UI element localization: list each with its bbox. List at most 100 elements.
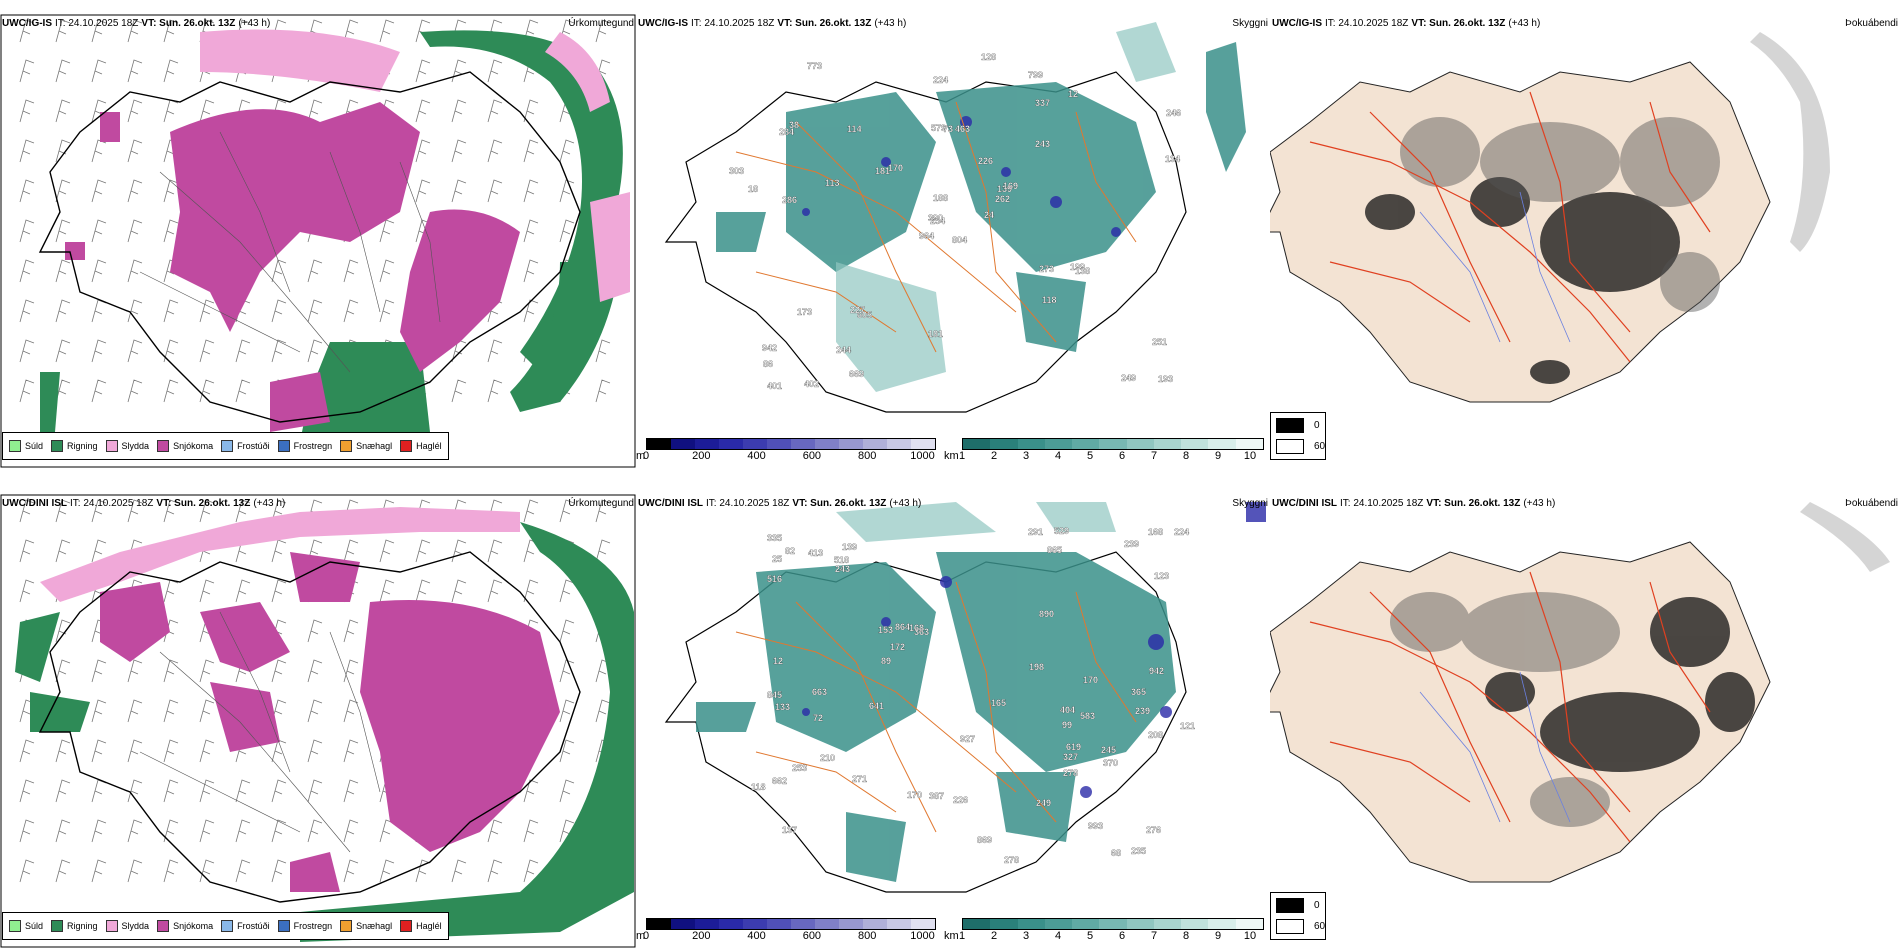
- fog-legend-swatch-bottom: [1276, 439, 1304, 454]
- cloud-base-value-label: 114: [847, 124, 862, 134]
- wind-barb: [451, 579, 467, 603]
- colorbar-bin: [911, 439, 935, 449]
- wind-barb: [163, 779, 179, 803]
- colorbar-tick-label: 0: [642, 450, 650, 462]
- wind-barb: [163, 59, 179, 83]
- wind-barb: [487, 179, 503, 203]
- precip-map-row2: [0, 494, 636, 948]
- colorbar-bin: [743, 919, 767, 929]
- cloud-base-value-label: 82: [785, 546, 795, 556]
- cloud-base-value-label: 390: [928, 213, 943, 223]
- colorbar-bin: [1099, 919, 1127, 929]
- colorbar-bin: [791, 439, 815, 449]
- colorbar-bin: [1208, 439, 1236, 449]
- wind-barb: [487, 579, 503, 603]
- colorbar-tick-label: 2: [990, 450, 998, 462]
- legend-swatch: [277, 440, 290, 452]
- cloud-base-value-label: 227: [850, 305, 865, 315]
- cloud-base-value-label: 365: [1131, 687, 1146, 697]
- cloud-base-value-label: 845: [767, 690, 782, 700]
- cloud-base-value-label: 226: [978, 156, 993, 166]
- legend-label: Frostúði: [237, 921, 270, 931]
- legend-swatch: [221, 920, 234, 932]
- cloud-base-value-label: 641: [869, 701, 884, 711]
- colorbar-tick-label: 200: [692, 450, 711, 462]
- wind-barb: [487, 539, 503, 563]
- legend-item: Haglél: [400, 920, 442, 932]
- cloud-base-value-label: 335: [767, 533, 782, 543]
- wind-barb: [523, 819, 539, 843]
- wind-barb: [19, 379, 35, 403]
- wind-barb: [415, 179, 431, 203]
- wind-barb: [199, 499, 215, 523]
- cloud-base-value-label: 168: [1148, 527, 1163, 537]
- colorbar-bin: [839, 919, 863, 929]
- cloud-base-value-label: 170: [907, 790, 922, 800]
- wind-barb: [307, 659, 323, 683]
- legend-item: Frostúði: [221, 920, 270, 932]
- cloud-base-value-label: 193: [1158, 374, 1173, 384]
- wind-barb: [523, 779, 539, 803]
- wind-barb: [487, 339, 503, 363]
- wind-barb: [19, 219, 35, 243]
- colorbar-bin: [1181, 439, 1209, 449]
- legend-label: Haglél: [416, 441, 442, 451]
- valid-time: VT: Sun. 26.okt. 13Z: [792, 497, 887, 509]
- cloud-base-value-label: 579: [931, 123, 946, 133]
- wind-barb: [199, 299, 215, 323]
- cloud-base-value-label: 246: [1166, 108, 1181, 118]
- wind-barb: [127, 339, 143, 363]
- wind-barb: [55, 619, 71, 643]
- wind-barb: [343, 859, 359, 883]
- legend-item: Snæhagl: [340, 920, 392, 932]
- legend-item: Frostregn: [277, 920, 332, 932]
- legend-swatch: [340, 440, 353, 452]
- wind-barb: [415, 539, 431, 563]
- legend-item: Slydda: [105, 920, 149, 932]
- cloud-base-value-label: 134: [1165, 154, 1180, 164]
- wind-barb: [595, 19, 611, 43]
- wind-barb: [523, 259, 539, 283]
- wind-barb: [523, 219, 539, 243]
- model-name: UWC/DINI ISL: [1272, 497, 1337, 509]
- legend-item: Rigning: [51, 440, 98, 452]
- wind-barb: [343, 619, 359, 643]
- init-time: IT: 24.10.2025 18Z: [55, 17, 139, 29]
- fog-legend-top-label: 0: [1314, 420, 1320, 431]
- wind-barb: [379, 859, 395, 883]
- cloud-base-value-label: 402: [804, 379, 819, 389]
- wind-barb: [487, 139, 503, 163]
- wind-barb: [595, 539, 611, 563]
- wind-barb: [343, 299, 359, 323]
- wind-barb: [19, 299, 35, 323]
- wind-barb: [451, 99, 467, 123]
- wind-barb: [19, 859, 35, 883]
- colorbar-bin: [839, 439, 863, 449]
- colorbar-tick-label: 200: [692, 930, 711, 942]
- cloud-base-value-label: 773: [807, 61, 822, 71]
- colorbar-bin: [1126, 439, 1154, 449]
- wind-barb: [559, 579, 575, 603]
- lead-time: (+43 h): [1523, 497, 1556, 509]
- cloud-base-value-label: 804: [952, 235, 967, 245]
- cloud-base-value-label: 993: [1088, 821, 1103, 831]
- cloud-base-value-label: 123: [1154, 571, 1169, 581]
- cloud-base-value-label: 138: [1075, 266, 1090, 276]
- colorbar-tick-label: 800: [857, 450, 877, 462]
- cloud-base-value-label: 669: [849, 369, 864, 379]
- colorbar-bin: [719, 439, 743, 449]
- wind-barb: [307, 299, 323, 323]
- colorbar-tick-label: 4: [1054, 450, 1062, 462]
- cloud-base-value-label: 208: [1148, 730, 1163, 740]
- colorbar-bin: [911, 919, 935, 929]
- cloud-base-value-label: 89: [881, 656, 891, 666]
- wind-barb: [19, 579, 35, 603]
- wind-barb: [307, 779, 323, 803]
- wind-barb: [127, 219, 143, 243]
- cloud-base-value-label: 619: [1066, 742, 1081, 752]
- panel-header: UWC/DINI ISL IT: 24.10.2025 18Z VT: Sun.…: [1272, 496, 1898, 510]
- colorbar-bin: [990, 439, 1018, 449]
- wind-barb: [379, 539, 395, 563]
- colorbar-bin: [963, 439, 991, 449]
- cloud-base-value-label: 327: [1063, 752, 1078, 762]
